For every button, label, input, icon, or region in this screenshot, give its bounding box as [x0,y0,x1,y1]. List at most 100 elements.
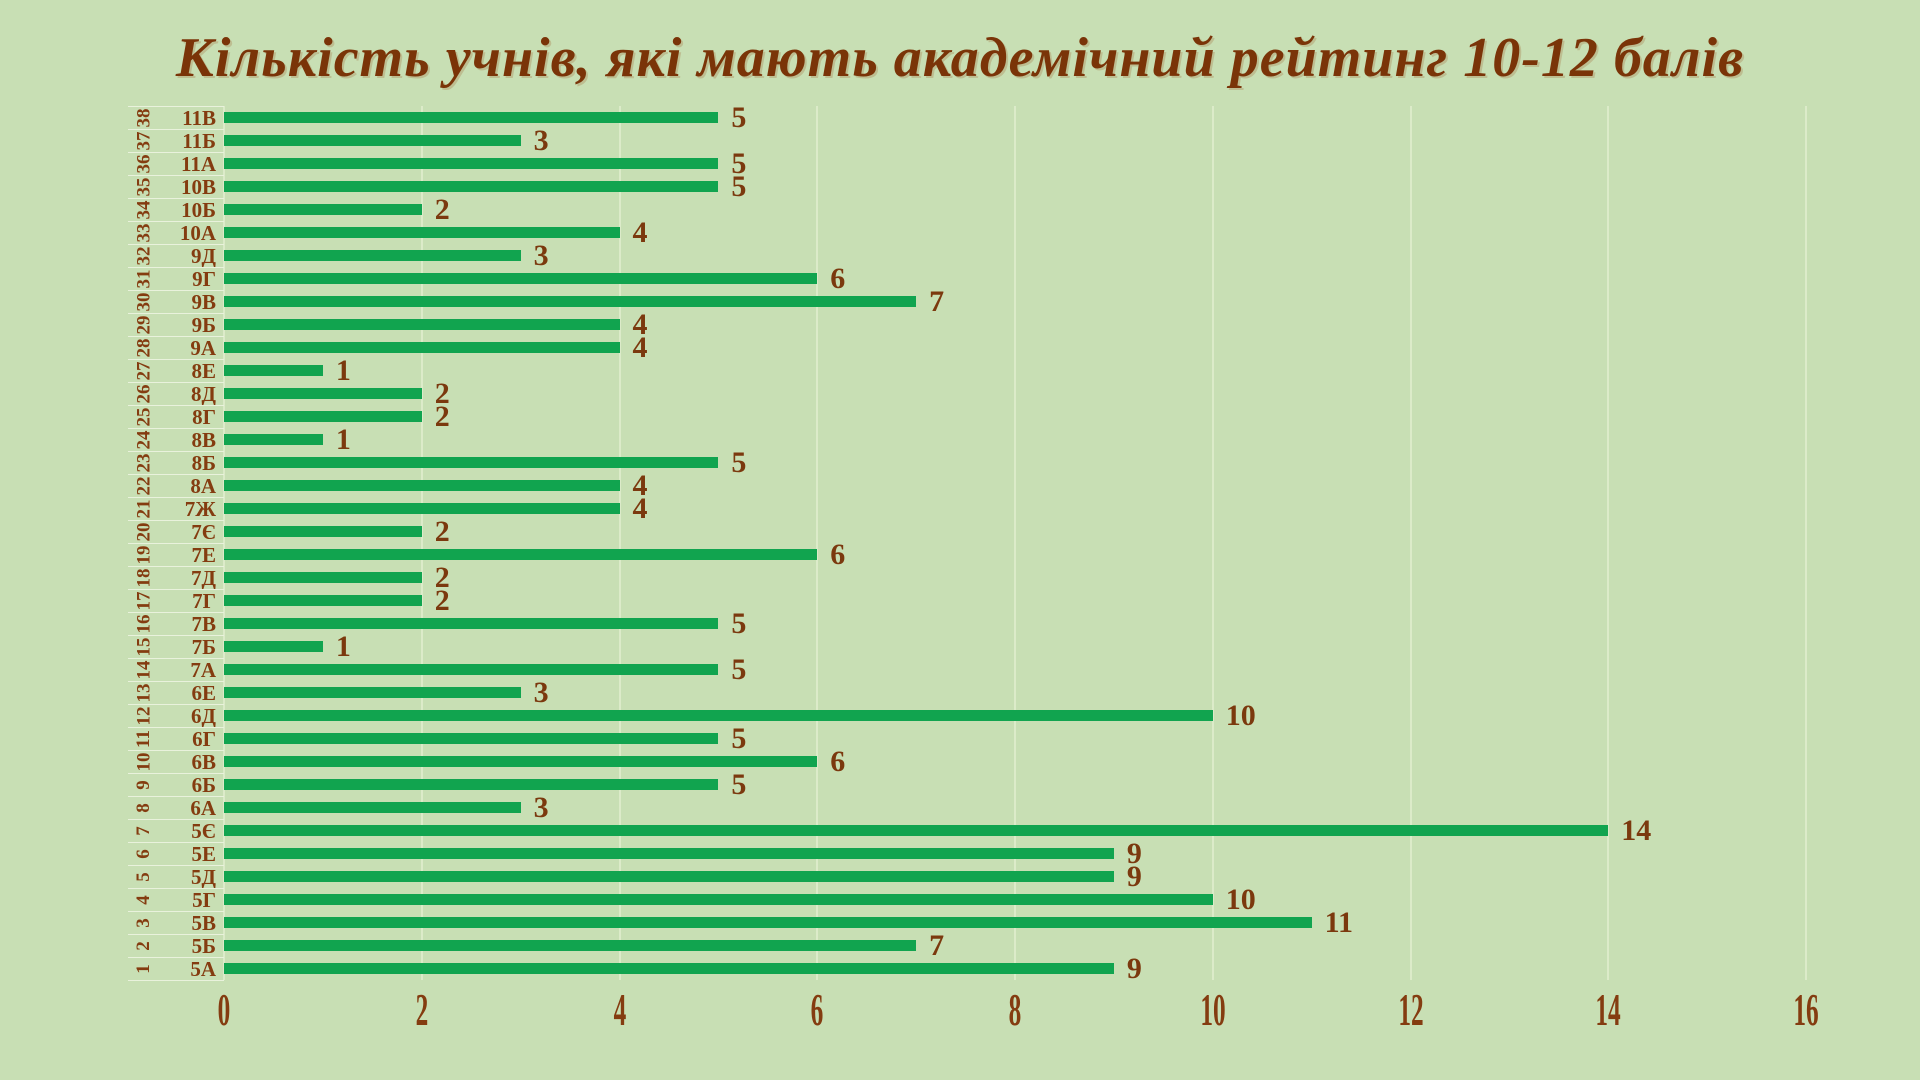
row-index-number: 21 [128,498,160,520]
row-index-number: 27 [128,360,160,382]
bar-value-label: 2 [434,584,450,617]
category-label: 9В [191,290,216,314]
row-index-number: 22 [128,475,160,497]
bar-value-label: 6 [830,745,846,778]
chart-row: 26 8Д 2 [128,379,1920,409]
row-index-number: 18 [128,567,160,589]
row-gutter: 15 7Б [128,635,224,658]
row-index-number: 10 [128,751,160,773]
bar-value-label: 3 [533,124,549,157]
chart-row: 4 5Г 10 [128,885,1920,915]
bar-value-label: 9 [1126,952,1142,985]
bar-value-label: 9 [1126,860,1142,893]
row-index-number: 8 [128,797,160,819]
row-index-text: 32 [133,246,154,266]
x-tick-label: 10 [1200,984,1226,1035]
plot-cell: 14 [224,816,1920,846]
category-label: 9Д [191,244,216,268]
bar [224,871,1114,882]
category-label: 6Г [192,727,216,751]
row-index-number: 37 [128,130,160,152]
x-tick-label: 6 [810,984,824,1035]
bar [224,963,1114,974]
category-label: 8Г [192,405,216,429]
row-index-number: 30 [128,291,160,313]
category-label: 11Б [182,129,216,153]
row-gutter: 17 7Г [128,589,224,612]
row-gutter: 9 6Б [128,773,224,796]
bar-value-label: 6 [830,538,846,571]
plot-cell: 5 [224,170,1920,203]
bar [224,595,422,606]
category-label: 5А [190,957,216,981]
bar [224,388,422,399]
row-index-number: 36 [128,153,160,175]
row-index-number: 32 [128,245,160,267]
row-index-text: 33 [133,223,154,243]
chart-row: 19 7Е 6 [128,538,1920,571]
chart-row: 12 6Д 10 [128,701,1920,731]
bar-value-label: 5 [731,446,747,479]
chart-row: 35 10В 5 [128,170,1920,203]
row-index-text: 11 [132,730,154,748]
row-gutter: 29 9Б [128,313,224,336]
row-index-text: 23 [133,453,154,473]
bar [224,940,917,951]
plot-cell: 1 [224,425,1920,455]
chart-row: 14 7А 5 [128,655,1920,685]
row-index-number: 13 [128,682,160,704]
row-index-text: 29 [133,315,154,335]
plot-cell: 9 [224,839,1920,869]
row-index-text: 6 [133,849,154,859]
row-index-text: 7 [133,826,154,836]
plot-cell: 4 [224,494,1920,524]
category-label: 11В [182,106,216,130]
chart-row: 25 8Г 2 [128,402,1920,432]
chart-row: 3 5В 11 [128,906,1920,939]
bar [224,687,521,698]
chart-row: 7 5Є 14 [128,816,1920,846]
bar-value-label: 5 [731,170,747,203]
bar [224,733,719,744]
bar [224,779,719,790]
row-index-text: 8 [133,803,154,813]
category-label: 5В [191,911,216,935]
row-index-text: 34 [133,200,154,220]
row-gutter: 6 5Е [128,842,224,865]
plot-cell: 6 [224,264,1920,294]
bar [224,411,422,422]
row-gutter: 13 6Е [128,681,224,704]
chart-row: 11 6Г 5 [128,724,1920,754]
bar [224,434,323,445]
bar [224,250,521,261]
category-label: 9Г [192,267,216,291]
category-label: 6В [191,750,216,774]
row-index-text: 2 [133,941,154,951]
category-label: 8Д [191,382,216,406]
row-gutter: 5 5Д [128,865,224,888]
row-gutter: 35 10В [128,175,224,198]
row-gutter: 36 11А [128,152,224,175]
row-index-number: 17 [128,590,160,612]
chart-row: 15 7Б 1 [128,632,1920,662]
bar [224,756,818,767]
row-gutter: 14 7А [128,658,224,681]
category-label: 7Ж [184,497,216,521]
row-index-number: 31 [128,268,160,290]
row-index-text: 27 [133,361,154,381]
row-index-text: 13 [133,683,154,703]
row-index-text: 19 [133,545,154,565]
category-label: 9Б [191,313,216,337]
chart-row: 21 7Ж 4 [128,494,1920,524]
chart-row: 16 7В 5 [128,609,1920,639]
gridline [1805,106,1807,980]
row-index-number: 23 [128,452,160,474]
chart-row: 2 5Б 7 [128,931,1920,961]
row-gutter: 10 6В [128,750,224,773]
bar [224,273,818,284]
bar-value-label: 11 [1324,906,1353,939]
category-label: 9А [190,336,216,360]
row-gutter: 32 9Д [128,244,224,267]
row-gutter: 21 7Ж [128,497,224,520]
chart-row: 17 7Г 2 [128,584,1920,617]
